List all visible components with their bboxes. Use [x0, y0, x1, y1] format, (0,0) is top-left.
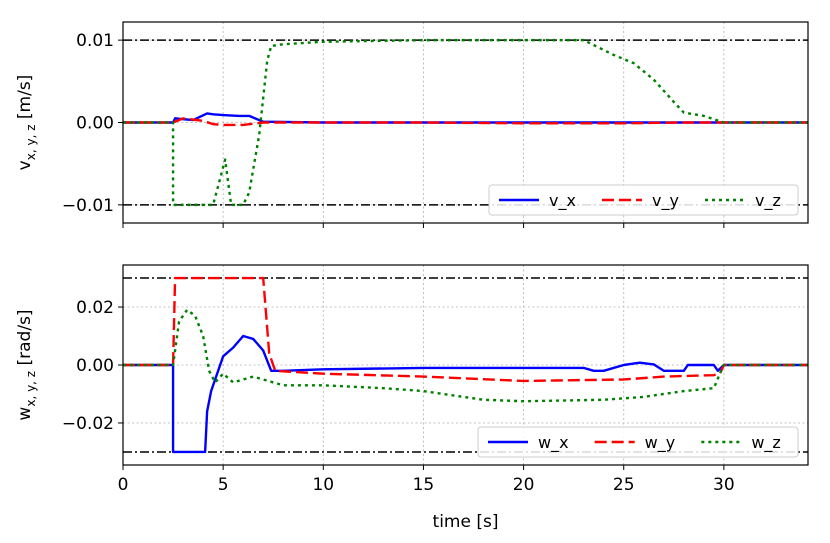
chart2-legend-label-w_z: w_z: [751, 433, 780, 453]
chart2-series-w_z: [123, 308, 808, 403]
chart2-xtick-label-1: 5: [218, 475, 229, 495]
chart1-legend-label-v_x: v_x: [549, 191, 576, 211]
chart2-group: −0.02 0.00 0.02 0 5 10 15 20 25 30 wx, y, z [rad/s…: [15, 264, 809, 532]
chart1-series-v_z: [123, 38, 808, 207]
chart1-ylabel-sub: x, y, z: [24, 125, 38, 161]
chart2-xtick-label-2: 10: [312, 475, 334, 495]
chart2-ytick-label-2: 0.02: [76, 298, 114, 318]
chart2-series-w_x: [123, 334, 808, 454]
chart1-ytick-label-2: 0.01: [76, 31, 114, 51]
chart1-legend-label-v_z: v_z: [755, 191, 781, 211]
chart2-legend: w_x w_y w_z: [477, 426, 799, 458]
chart2-legend-box: [477, 426, 799, 458]
chart2-xtick-label-0: 0: [118, 475, 129, 495]
chart1-group: −0.01 0.00 0.01 vx, y, z [m/s] v_x v_y v_z: [15, 21, 809, 228]
chart2-ylabel: wx, y, z [rad/s]: [15, 309, 38, 420]
chart2-ytick-label-1: 0.00: [76, 356, 114, 376]
chart1-series-v_y: [123, 117, 808, 127]
chart2-xtick-label-6: 30: [713, 475, 735, 495]
chart2-legend-label-w_y: w_y: [645, 433, 676, 453]
chart2-ylabel-main: w: [15, 407, 35, 421]
chart2-series-w_y: [123, 276, 808, 383]
chart1-ylabel: vx, y, z [m/s]: [15, 75, 38, 171]
chart2-legend-label-w_x: w_x: [538, 433, 569, 453]
chart2-xtick-label-5: 25: [613, 475, 635, 495]
chart2-ylabel-unit: [rad/s]: [15, 309, 35, 370]
chart2-ylabel-sub: x, y, z: [24, 371, 38, 407]
chart1-legend-box: [488, 184, 799, 216]
chart2-xtick-label-3: 15: [413, 475, 435, 495]
chart1-legend: v_x v_y v_z: [488, 184, 799, 216]
chart1-ytick-label-0: −0.01: [62, 196, 114, 216]
chart2-ytick-label-0: −0.02: [62, 414, 114, 434]
chart1-ytick-label-1: 0.00: [76, 114, 114, 134]
chart2-xlabel: time [s]: [433, 512, 499, 532]
chart1-series-v_x: [123, 112, 808, 124]
chart2-xtick-label-4: 20: [513, 475, 535, 495]
chart1-legend-label-v_y: v_y: [652, 191, 679, 211]
chart1-ylabel-main: v: [15, 160, 35, 170]
chart1-ylabel-unit: [m/s]: [15, 75, 35, 125]
